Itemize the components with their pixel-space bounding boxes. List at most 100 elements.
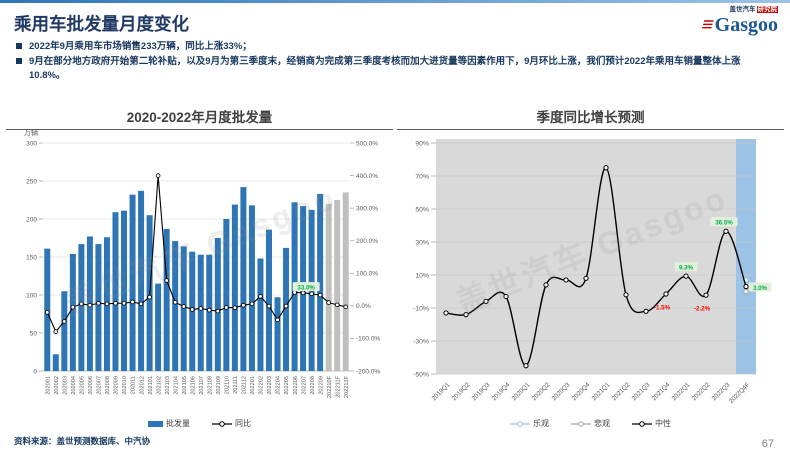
legend-swatch-icon	[632, 420, 652, 427]
right-chart-title: 季度同比增长预测	[536, 110, 645, 125]
svg-text:2021Q3: 2021Q3	[631, 381, 652, 402]
svg-text:-10%: -10%	[413, 305, 429, 312]
gasgoo-logo: 盖世汽车 研究院 ≡Gasgoo	[699, 6, 778, 36]
page-title: 乘用车批发量月度变化	[14, 14, 189, 34]
monthly-wholesale-chart: 万辆 0 50 100 150 200 250 300 -200.0% -100.0% 0.0% 10…	[24, 128, 380, 398]
svg-text:202111: 202111	[233, 376, 239, 394]
legend-label: 乐观	[533, 419, 549, 428]
svg-text:202101: 202101	[148, 376, 154, 395]
svg-text:202008: 202008	[105, 376, 111, 395]
svg-text:2021Q2: 2021Q2	[611, 381, 632, 402]
svg-text:202011: 202011	[131, 376, 137, 394]
svg-text:202206: 202206	[293, 376, 299, 395]
top-accent-bar	[0, 0, 790, 3]
svg-text:2019Q1: 2019Q1	[431, 381, 452, 402]
legend-swatch-icon	[148, 420, 163, 427]
svg-text:2019Q4: 2019Q4	[491, 381, 512, 402]
svg-text:10%: 10%	[415, 272, 429, 279]
left-chart-legend: 批发量 同比	[6, 418, 393, 429]
svg-text:33.0%: 33.0%	[297, 284, 315, 291]
svg-text:202108: 202108	[207, 376, 213, 395]
svg-text:202003: 202003	[63, 376, 69, 395]
quarterly-forecast-chart: -50%-30%-10%10%30%50%70%90%2019Q1 2019Q2 2…	[413, 139, 772, 405]
svg-text:50: 50	[30, 330, 38, 337]
legend-item: 同比	[212, 418, 251, 429]
bullet-square-icon	[16, 57, 22, 64]
bullet-square-icon	[16, 43, 22, 49]
legend-item: 批发量	[148, 418, 190, 429]
legend-swatch-icon	[571, 420, 591, 427]
svg-text:202205: 202205	[284, 376, 290, 395]
svg-text:202010: 202010	[122, 376, 128, 395]
charts-row: 2020-2022年月度批发量 盖世汽车 Gasgoo 万辆 0 50 100 150 2…	[0, 103, 784, 433]
svg-text:202212F: 202212F	[344, 375, 350, 398]
svg-text:202106: 202106	[190, 376, 196, 395]
svg-text:202104: 202104	[173, 376, 179, 395]
svg-text:300.0%: 300.0%	[356, 205, 378, 212]
svg-text:202211F: 202211F	[335, 375, 341, 397]
logo-tagline-badge: 研究院	[756, 6, 778, 13]
svg-text:202207: 202207	[301, 376, 307, 395]
legend-label: 中性	[655, 419, 671, 428]
svg-text:200.0%: 200.0%	[356, 238, 378, 245]
svg-text:2020Q4: 2020Q4	[571, 381, 592, 402]
svg-text:0.0%: 0.0%	[356, 303, 371, 310]
svg-text:202103: 202103	[165, 376, 171, 395]
svg-text:300: 300	[26, 140, 37, 147]
svg-text:36.5%: 36.5%	[715, 220, 733, 227]
svg-text:202109: 202109	[216, 376, 222, 395]
svg-text:-1.5%: -1.5%	[654, 304, 671, 311]
svg-text:2022Q1: 2022Q1	[671, 381, 692, 402]
svg-text:2021Q4: 2021Q4	[651, 381, 672, 402]
logo-tagline-main: 盖世汽车	[729, 6, 756, 13]
svg-text:250: 250	[26, 178, 37, 185]
right-title-rule	[397, 129, 784, 130]
svg-text:202005: 202005	[80, 376, 86, 395]
svg-text:90%: 90%	[415, 140, 429, 147]
svg-text:2020Q1: 2020Q1	[511, 381, 532, 402]
svg-text:-100.0%: -100.0%	[356, 336, 380, 343]
svg-text:2020Q2: 2020Q2	[531, 381, 552, 402]
svg-text:100.0%: 100.0%	[356, 271, 378, 278]
source-note: 资料来源：盖世预测数据库、中汽协	[14, 436, 151, 446]
svg-text:202002: 202002	[54, 376, 60, 395]
quarterly-forecast-panel: 季度同比增长预测 盖世汽车 Gasgoo -50%-30%-10%10%30%5…	[397, 103, 784, 433]
legend-label: 悲观	[594, 419, 610, 428]
logo-tagline: 盖世汽车 研究院	[702, 6, 778, 14]
legend-item: 乐观	[510, 418, 549, 429]
right-chart-legend: 乐观 悲观 中性	[397, 418, 784, 429]
svg-text:202210F: 202210F	[327, 375, 333, 398]
svg-text:202105: 202105	[182, 376, 188, 395]
legend-swatch-icon	[510, 420, 530, 427]
svg-text:500.0%: 500.0%	[356, 140, 378, 147]
svg-text:202107: 202107	[199, 376, 205, 395]
svg-text:2021Q1: 2021Q1	[591, 381, 612, 402]
legend-item: 悲观	[571, 418, 610, 429]
svg-text:100: 100	[26, 292, 37, 299]
svg-text:2022Q4F: 2022Q4F	[728, 381, 752, 405]
svg-text:202202: 202202	[259, 376, 265, 395]
legend-swatch-icon	[212, 420, 232, 427]
monthly-wholesale-panel: 2020-2022年月度批发量 盖世汽车 Gasgoo 万辆 0 50 100 150 2…	[6, 103, 393, 433]
svg-text:202004: 202004	[71, 376, 77, 395]
svg-text:-30%: -30%	[413, 338, 429, 345]
svg-text:202204: 202204	[276, 376, 282, 395]
bullet-item: 2022年9月乘用车市场销售233万辆，同比上涨33%；	[16, 40, 772, 54]
legend-label: 同比	[235, 419, 251, 428]
svg-text:-2.2%: -2.2%	[694, 305, 711, 312]
svg-text:202007: 202007	[97, 376, 103, 395]
legend-item: 中性	[632, 418, 671, 429]
svg-text:202006: 202006	[88, 376, 94, 395]
svg-text:-200.0%: -200.0%	[356, 368, 380, 375]
svg-text:150: 150	[26, 254, 37, 261]
svg-text:70%: 70%	[415, 173, 429, 180]
bullet-text: 9月在部分地方政府开始第二轮补贴，以及9月为第三季度末，经销商为完成第三季度考核…	[29, 55, 741, 81]
svg-text:2019Q3: 2019Q3	[471, 381, 492, 402]
svg-text:50%: 50%	[415, 206, 429, 213]
bullet-text: 2022年9月乘用车市场销售233万辆，同比上涨33%；	[29, 41, 252, 52]
legend-label: 批发量	[166, 419, 190, 428]
svg-text:2022Q2: 2022Q2	[691, 381, 712, 402]
svg-text:-50%: -50%	[413, 371, 429, 378]
svg-text:202208: 202208	[310, 376, 316, 395]
